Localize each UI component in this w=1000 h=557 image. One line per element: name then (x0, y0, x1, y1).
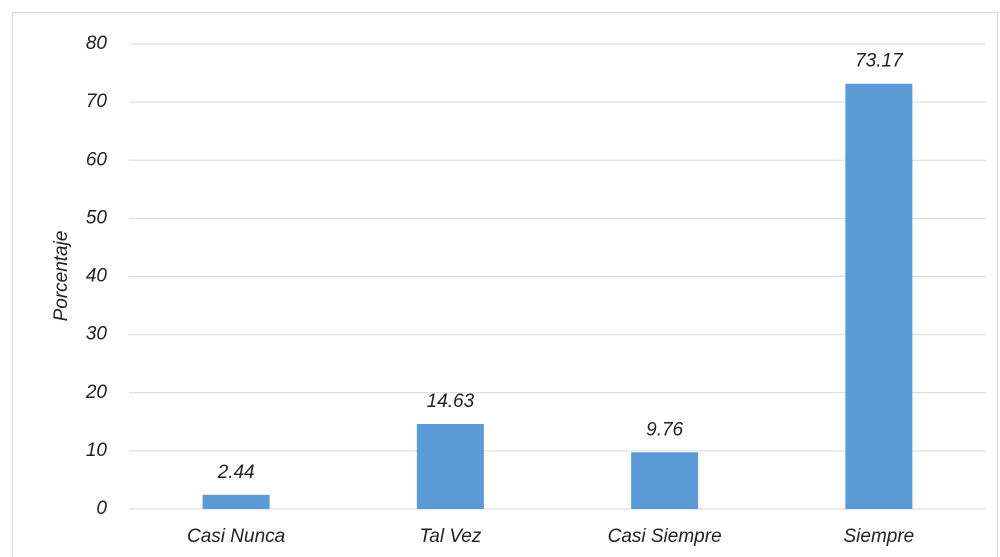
bar (845, 83, 913, 509)
y-tick-label: 30 (86, 324, 108, 345)
y-tick-label: 10 (86, 440, 108, 461)
y-tick-label: 80 (86, 33, 108, 54)
y-tick-label: 50 (86, 207, 108, 228)
data-label: 9.76 (646, 419, 683, 440)
bar (416, 423, 484, 509)
x-tick-label: Siempre (844, 526, 915, 547)
x-tick-label: Tal Vez (419, 526, 481, 547)
data-label: 73.17 (855, 51, 904, 72)
data-label: 2.44 (217, 462, 255, 483)
chart-border (12, 12, 998, 557)
y-tick-label: 0 (96, 498, 107, 519)
data-label: 14.63 (427, 391, 475, 412)
y-tick-label: 60 (86, 149, 108, 170)
y-axis-title: Porcentaje (51, 231, 72, 322)
y-tick-label: 70 (86, 91, 108, 112)
y-tick-label: 20 (85, 382, 108, 403)
bar (202, 494, 270, 509)
x-tick-label: Casi Nunca (187, 526, 285, 547)
bar (631, 452, 699, 509)
x-tick-label: Casi Siempre (608, 526, 722, 547)
y-tick-label: 40 (86, 266, 108, 287)
